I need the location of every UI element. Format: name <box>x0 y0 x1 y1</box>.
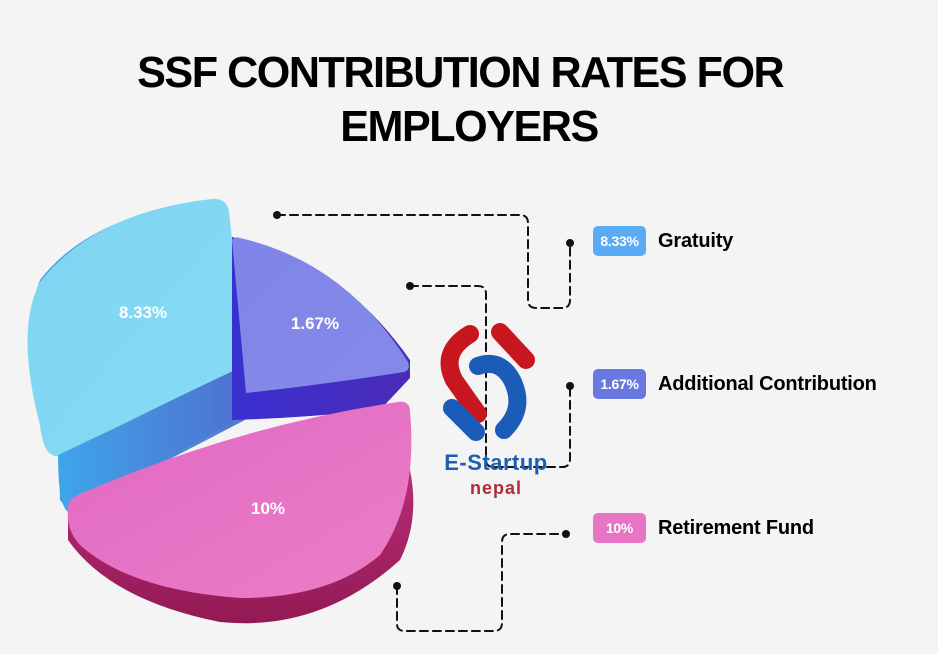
legend-label-gratuity: Gratuity <box>658 229 734 252</box>
e-startup-logo: E-Startup nepal <box>440 322 552 504</box>
connector-gratuity <box>276 214 571 309</box>
title-line-1: SSF CONTRIBUTION RATES FOR <box>137 48 785 97</box>
slice-label-additional: 1.67% <box>291 314 339 333</box>
slice-retirement <box>67 401 414 624</box>
legend-label-retirement: Retirement Fund <box>658 516 814 539</box>
slice-gratuity <box>27 198 246 512</box>
logo-subtitle: nepal <box>469 478 522 498</box>
slice-label-gratuity: 8.33% <box>119 303 167 322</box>
legend-badge-additional: 1.67% <box>593 369 646 399</box>
slice-additional <box>232 237 410 420</box>
logo-s-icon <box>440 323 535 441</box>
legend-badge-gratuity: 8.33% <box>593 226 646 256</box>
legend-label-additional: Additional Contribution <box>658 372 877 395</box>
connector-retirement <box>396 533 567 632</box>
connector-lines <box>276 214 571 632</box>
logo-name: E-Startup <box>444 450 548 475</box>
connector-additional <box>409 285 571 468</box>
legend-badge-retirement: 10% <box>593 513 646 543</box>
title-line-2: EMPLOYERS <box>340 102 599 151</box>
slice-label-retirement: 10% <box>251 499 285 518</box>
legend-item-additional: 1.67% Additional Contribution <box>593 369 877 399</box>
legend-item-retirement: 10% Retirement Fund <box>593 513 814 543</box>
legend-item-gratuity: 8.33% Gratuity <box>593 226 733 256</box>
page-title: SSF CONTRIBUTION RATES FOR EMPLOYERS <box>9 46 928 154</box>
connector-dots <box>273 211 574 590</box>
